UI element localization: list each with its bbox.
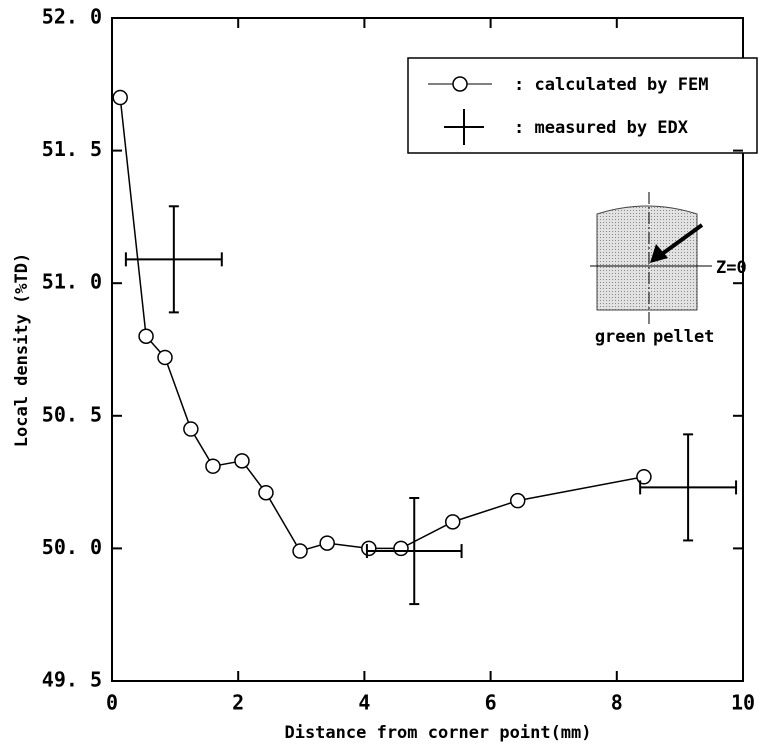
fem-point [258, 484, 274, 501]
fem-point [112, 89, 128, 106]
fem-point [234, 453, 250, 469]
fem-point [292, 543, 308, 559]
x-tick-label: 8 [611, 691, 623, 715]
fem-point [138, 328, 154, 344]
fem-point [636, 469, 652, 485]
y-tick-label: 52. 0 [42, 5, 102, 29]
fem-line [119, 97, 645, 552]
legend-marker [452, 76, 468, 92]
fem-point [444, 514, 461, 530]
inset-diagram: Z=0 green pellet [590, 192, 747, 347]
annotation: Z=0 [716, 258, 747, 278]
x-axis-label: Distance from corner point(mm) [284, 723, 591, 743]
fem-point [205, 458, 221, 474]
y-tick-label: 51. 0 [42, 270, 102, 294]
annotation: pellet [653, 327, 714, 347]
fem-point [509, 492, 526, 509]
y-tick-label: 49. 5 [42, 668, 102, 692]
legend-label: : measured by EDX [514, 118, 689, 138]
legend: : calculated by FEM : measured by EDX [407, 57, 758, 154]
x-tick-label: 4 [358, 691, 370, 715]
x-tick-label: 6 [485, 691, 497, 715]
plot-frame [111, 17, 744, 682]
pellet-shape [596, 205, 698, 311]
y-tick-label: 50. 0 [42, 535, 102, 559]
legend-label: : calculated by FEM [514, 75, 708, 95]
arrow-head [650, 244, 668, 263]
y-axis-label: Local density (%TD) [12, 253, 32, 447]
legend-box [407, 57, 758, 154]
fem-point [157, 349, 173, 366]
x-tick-label: 10 [731, 691, 755, 715]
x-tick-label: 2 [232, 691, 244, 715]
y-tick-label: 50. 5 [42, 402, 102, 426]
annotation: green [595, 327, 646, 347]
fem-point [183, 421, 199, 437]
y-tick-label: 51. 5 [42, 137, 102, 161]
fem-point [393, 540, 409, 557]
x-tick-label: 0 [106, 691, 118, 715]
fem-point [319, 535, 335, 551]
arrow [660, 223, 704, 256]
fem-point [361, 540, 377, 557]
